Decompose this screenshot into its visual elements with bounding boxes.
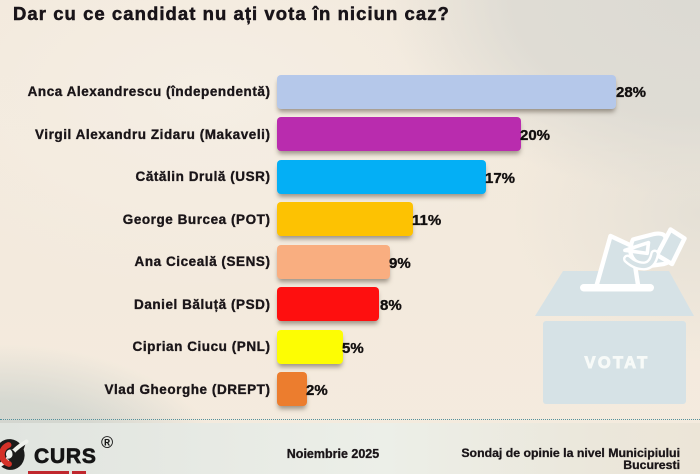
svg-text:VOTAT: VOTAT: [585, 354, 650, 372]
